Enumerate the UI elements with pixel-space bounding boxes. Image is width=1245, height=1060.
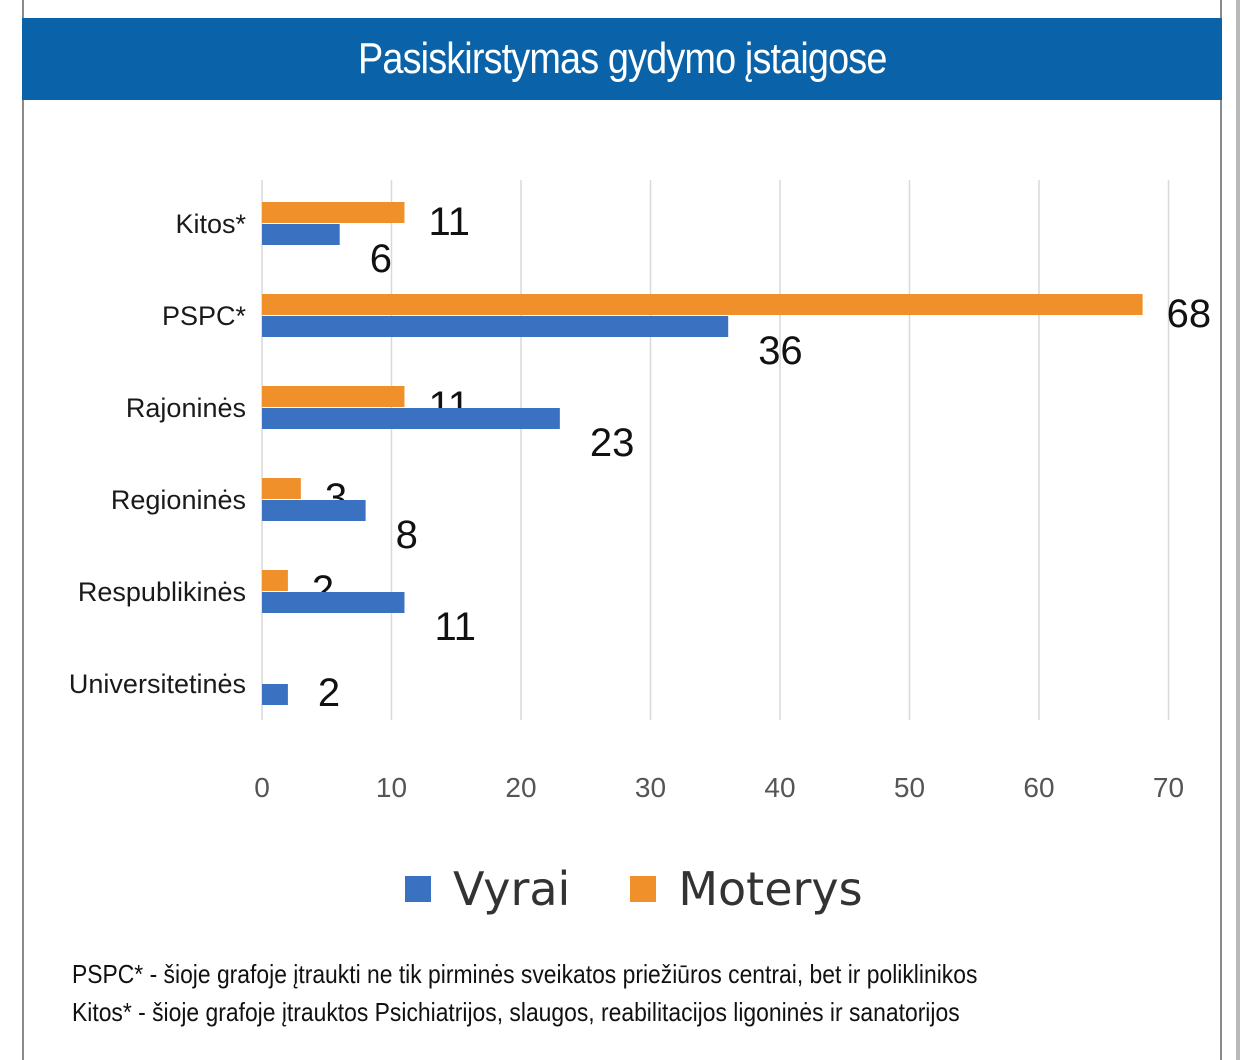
data-label-moterys: 11 (428, 200, 470, 244)
data-label-vyrai: 8 (396, 513, 418, 557)
legend-item-vyrai: Vyrai (405, 862, 570, 916)
legend-swatch-vyrai (405, 876, 431, 902)
x-tick-label: 30 (635, 772, 666, 803)
category-label: Rajoninės (126, 393, 246, 423)
legend-item-moterys: Moterys (630, 862, 863, 916)
x-tick-label: 0 (254, 772, 270, 803)
bar-vyrai (262, 500, 366, 521)
legend: Vyrai Moterys (405, 862, 923, 916)
title-bar: Pasiskirstymas gydymo įstaigose (22, 18, 1222, 100)
legend-label-moterys: Moterys (678, 862, 863, 916)
footnote-kitos: Kitos* - šioje grafoje įtrauktos Psichia… (72, 997, 960, 1027)
bar-moterys (262, 294, 1143, 315)
bar-vyrai (262, 592, 405, 613)
data-label-vyrai: 2 (318, 671, 340, 715)
data-label-vyrai: 36 (758, 329, 803, 373)
category-label: Universitetinės (69, 669, 246, 699)
data-label-vyrai: 11 (434, 605, 476, 649)
bar-vyrai (262, 408, 560, 429)
x-tick-label: 10 (376, 772, 407, 803)
bar-moterys (262, 570, 288, 591)
x-tick-label: 70 (1153, 772, 1184, 803)
category-label: Respublikinės (78, 577, 246, 607)
page-edge (1236, 0, 1240, 1060)
legend-label-vyrai: Vyrai (453, 862, 571, 916)
category-label: Regioninės (111, 485, 246, 515)
x-tick-label: 20 (505, 772, 536, 803)
x-tick-label: 60 (1023, 772, 1054, 803)
category-label: PSPC* (162, 301, 247, 331)
chart-title: Pasiskirstymas gydymo įstaigose (357, 34, 887, 83)
legend-swatch-moterys (630, 876, 657, 902)
bar-vyrai (262, 224, 340, 245)
bar-vyrai (262, 684, 288, 705)
footnote-pspc: PSPC* - šioje grafoje įtraukti ne tik pi… (72, 959, 978, 989)
bar-moterys (262, 202, 405, 223)
bar-moterys (262, 386, 405, 407)
chart-frame (22, 0, 1222, 1060)
x-tick-label: 40 (764, 772, 795, 803)
bar-vyrai (262, 316, 729, 337)
bar-moterys (262, 478, 301, 499)
x-tick-label: 50 (894, 772, 925, 803)
bar-chart: 0 10 20 30 40 50 60 70 Kitos* 11 6 PSPC* 68 36 Rajonin… (69, 180, 1212, 803)
data-label-vyrai: 23 (590, 421, 635, 465)
data-label-moterys: 68 (1167, 292, 1212, 336)
data-label-vyrai: 6 (370, 237, 392, 281)
footnotes: PSPC* - šioje grafoje įtraukti ne tik pi… (72, 955, 1222, 1031)
category-label: Kitos* (175, 209, 246, 239)
